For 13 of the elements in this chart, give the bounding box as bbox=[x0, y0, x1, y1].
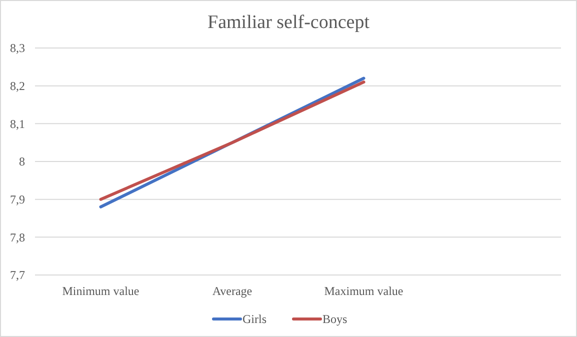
x-tick-label: Minimum value bbox=[62, 284, 140, 298]
x-tick-label: Average bbox=[212, 284, 252, 298]
legend-label: Boys bbox=[322, 312, 348, 326]
y-tick-label: 8,1 bbox=[10, 116, 25, 131]
y-tick-label: 8 bbox=[19, 154, 25, 169]
y-tick-label: 7,7 bbox=[10, 268, 25, 282]
y-tick-label: 8,2 bbox=[10, 79, 25, 94]
legend-label: Girls bbox=[242, 312, 267, 326]
y-tick-label: 7,8 bbox=[10, 230, 25, 244]
y-tick-label: 7,9 bbox=[10, 192, 25, 207]
x-tick-label: Maximum value bbox=[324, 284, 404, 298]
chart-title: Familiar self-concept bbox=[208, 12, 370, 33]
y-tick-label: 8,3 bbox=[10, 41, 25, 56]
